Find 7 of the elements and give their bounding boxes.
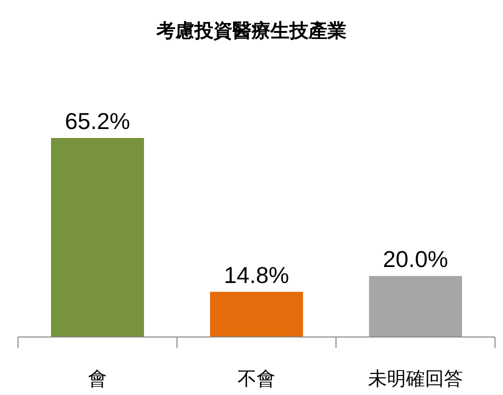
x-tick-label: 未明確回答 [368, 369, 463, 390]
chart-title: 考慮投資醫療生技產業 [156, 20, 346, 42]
data-label: 14.8% [224, 262, 290, 288]
data-label: 65.2% [64, 108, 130, 134]
x-tick-label: 會 [88, 369, 107, 390]
x-tick-label: 不會 [238, 369, 276, 390]
data-label: 20.0% [382, 246, 448, 272]
